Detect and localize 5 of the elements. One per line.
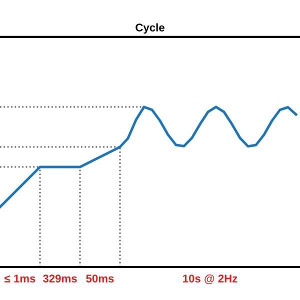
text: 329ms <box>42 274 77 282</box>
text: ≤ 1ms <box>4 274 36 282</box>
chart-title: Cycle <box>136 23 164 34</box>
text: 10s @ 2Hz <box>183 274 238 284</box>
text: 50ms <box>86 274 114 282</box>
